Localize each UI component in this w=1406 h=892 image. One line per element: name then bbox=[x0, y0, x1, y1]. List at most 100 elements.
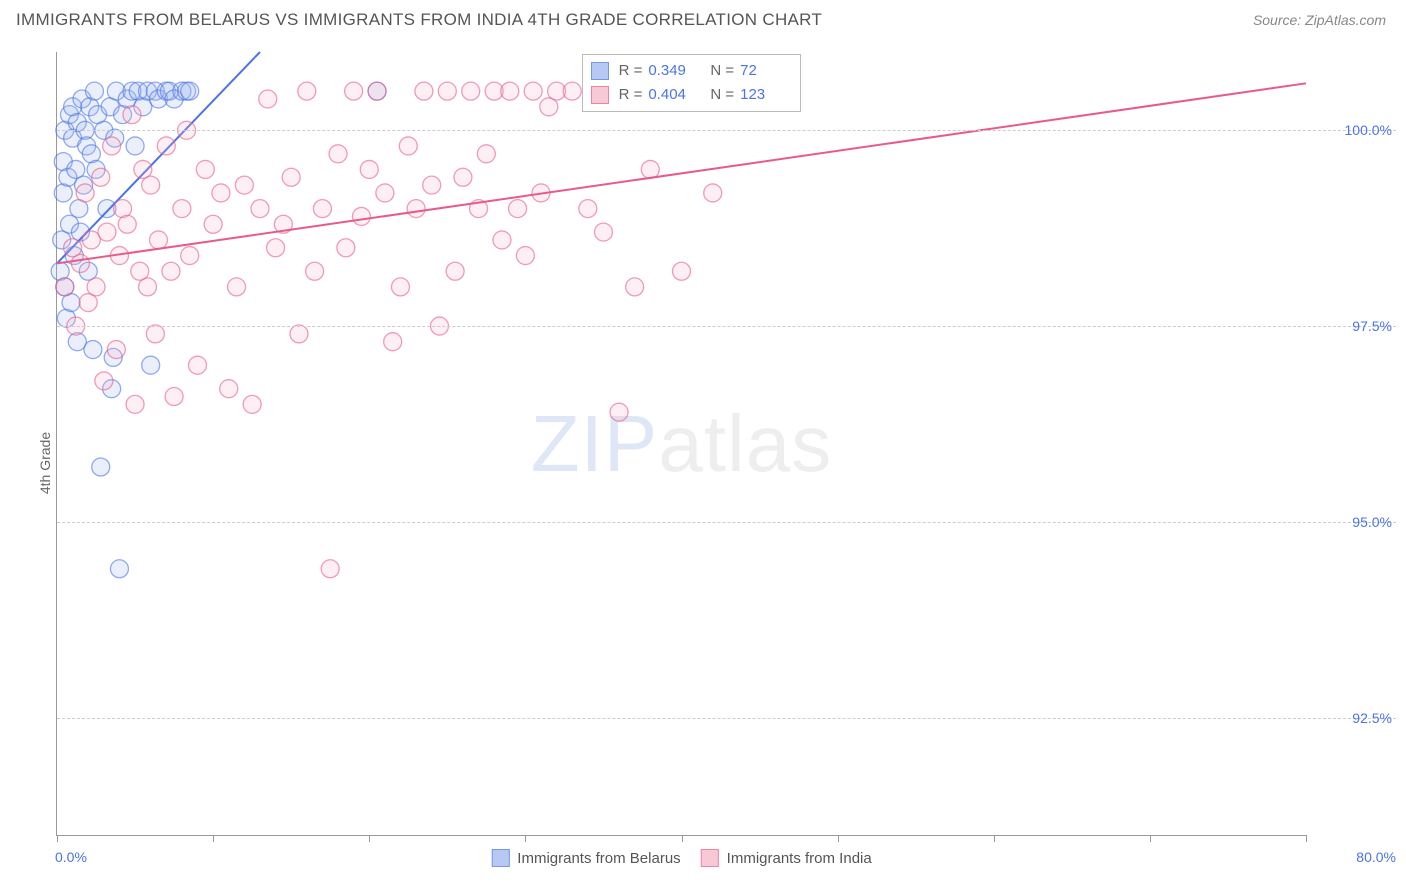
data-point bbox=[391, 278, 409, 296]
data-point bbox=[56, 278, 74, 296]
data-point bbox=[220, 380, 238, 398]
x-min-label: 0.0% bbox=[55, 849, 87, 865]
data-point bbox=[251, 200, 269, 218]
data-point bbox=[306, 262, 324, 280]
gridline bbox=[57, 130, 1396, 131]
data-point bbox=[212, 184, 230, 202]
data-point bbox=[162, 262, 180, 280]
data-point bbox=[563, 82, 581, 100]
x-tick bbox=[525, 835, 526, 842]
legend-label-india: Immigrants from India bbox=[727, 850, 872, 867]
n-label: N = bbox=[710, 83, 734, 107]
data-point bbox=[477, 145, 495, 163]
x-tick bbox=[57, 835, 58, 842]
legend-swatch-belarus bbox=[491, 849, 509, 867]
data-point bbox=[103, 137, 121, 155]
data-point bbox=[243, 395, 261, 413]
data-point bbox=[165, 388, 183, 406]
data-point bbox=[118, 215, 136, 233]
data-point bbox=[228, 278, 246, 296]
gridline bbox=[57, 326, 1396, 327]
data-point bbox=[704, 184, 722, 202]
data-point bbox=[110, 560, 128, 578]
data-point bbox=[181, 82, 199, 100]
data-point bbox=[524, 82, 542, 100]
legend-swatch-india bbox=[701, 849, 719, 867]
legend-item-belarus: Immigrants from Belarus bbox=[491, 849, 680, 867]
y-tick-label: 100.0% bbox=[1312, 122, 1392, 138]
x-tick bbox=[838, 835, 839, 842]
data-point bbox=[438, 82, 456, 100]
data-point bbox=[626, 278, 644, 296]
swatch-belarus bbox=[591, 62, 609, 80]
data-point bbox=[446, 262, 464, 280]
data-point bbox=[516, 247, 534, 265]
data-point bbox=[641, 160, 659, 178]
chart-container: 4th Grade ZIPatlas R = 0.349 N = 72 R = … bbox=[16, 44, 1396, 882]
chart-title: IMMIGRANTS FROM BELARUS VS IMMIGRANTS FR… bbox=[16, 10, 822, 30]
data-point bbox=[173, 200, 191, 218]
data-point bbox=[123, 106, 141, 124]
data-point bbox=[298, 82, 316, 100]
data-point bbox=[235, 176, 253, 194]
data-point bbox=[376, 184, 394, 202]
data-point bbox=[142, 356, 160, 374]
data-point bbox=[146, 325, 164, 343]
data-point bbox=[157, 137, 175, 155]
data-point bbox=[509, 200, 527, 218]
data-point bbox=[290, 325, 308, 343]
gridline bbox=[57, 522, 1396, 523]
data-point bbox=[337, 239, 355, 257]
title-bar: IMMIGRANTS FROM BELARUS VS IMMIGRANTS FR… bbox=[0, 0, 1406, 40]
x-max-label: 80.0% bbox=[1356, 849, 1396, 865]
data-point bbox=[360, 160, 378, 178]
data-point bbox=[87, 278, 105, 296]
r-value-belarus: 0.349 bbox=[648, 59, 700, 83]
data-point bbox=[345, 82, 363, 100]
data-point bbox=[76, 184, 94, 202]
data-point bbox=[423, 176, 441, 194]
r-value-india: 0.404 bbox=[648, 83, 700, 107]
data-point bbox=[610, 403, 628, 421]
data-point bbox=[407, 200, 425, 218]
data-point bbox=[126, 137, 144, 155]
data-point bbox=[352, 207, 370, 225]
data-point bbox=[196, 160, 214, 178]
data-point bbox=[267, 239, 285, 257]
source-label: Source: ZipAtlas.com bbox=[1253, 12, 1386, 28]
data-point bbox=[399, 137, 417, 155]
data-point bbox=[313, 200, 331, 218]
stats-row-belarus: R = 0.349 N = 72 bbox=[591, 59, 793, 83]
x-tick bbox=[1150, 835, 1151, 842]
x-tick bbox=[1306, 835, 1307, 842]
data-point bbox=[282, 168, 300, 186]
data-point bbox=[415, 82, 433, 100]
data-point bbox=[92, 168, 110, 186]
r-label: R = bbox=[619, 83, 643, 107]
data-point bbox=[259, 90, 277, 108]
swatch-india bbox=[591, 86, 609, 104]
y-tick-label: 95.0% bbox=[1312, 514, 1392, 530]
data-point bbox=[579, 200, 597, 218]
data-point bbox=[95, 372, 113, 390]
data-point bbox=[92, 458, 110, 476]
stats-row-india: R = 0.404 N = 123 bbox=[591, 83, 793, 107]
n-value-belarus: 72 bbox=[740, 59, 792, 83]
data-point bbox=[142, 176, 160, 194]
data-point bbox=[181, 247, 199, 265]
data-point bbox=[462, 82, 480, 100]
data-point bbox=[107, 341, 125, 359]
data-point bbox=[126, 395, 144, 413]
data-point bbox=[329, 145, 347, 163]
r-label: R = bbox=[619, 59, 643, 83]
x-tick bbox=[213, 835, 214, 842]
n-value-india: 123 bbox=[740, 83, 792, 107]
data-point bbox=[454, 168, 472, 186]
legend-item-india: Immigrants from India bbox=[701, 849, 872, 867]
data-point bbox=[368, 82, 386, 100]
n-label: N = bbox=[710, 59, 734, 83]
data-point bbox=[71, 254, 89, 272]
data-point bbox=[84, 341, 102, 359]
series-legend: Immigrants from Belarus Immigrants from … bbox=[491, 849, 871, 867]
x-tick bbox=[994, 835, 995, 842]
